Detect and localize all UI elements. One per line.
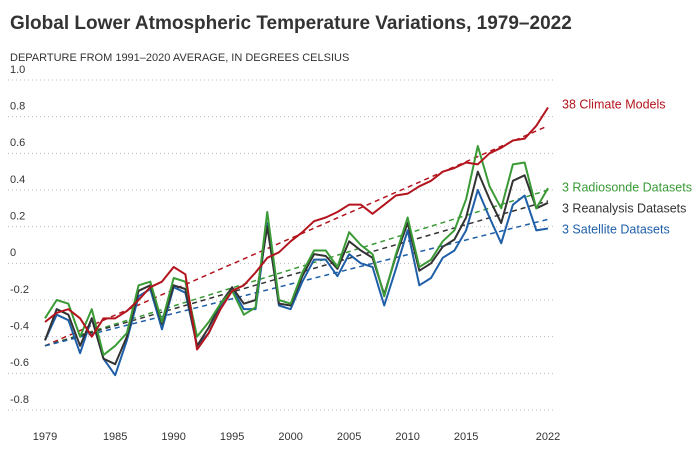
trend-line — [44, 189, 549, 347]
legend-label: 3 Satellite Datasets — [562, 222, 670, 236]
x-tick-label: 1985 — [103, 431, 127, 443]
y-tick-label: -0.6 — [10, 357, 29, 369]
x-tick-label: 2022 — [536, 431, 560, 443]
y-tick-label: 0.6 — [10, 137, 25, 149]
y-tick-label: 0.4 — [10, 174, 25, 186]
chart-title: Global Lower Atmospheric Temperature Var… — [10, 13, 572, 34]
series-line — [44, 145, 549, 356]
y-tick-label: 0 — [10, 247, 16, 259]
x-tick-label: 1995 — [220, 431, 244, 443]
series-line — [44, 189, 549, 377]
x-tick-label: 1990 — [161, 431, 185, 443]
trend-line — [44, 218, 549, 347]
legend-label: 3 Reanalysis Datasets — [562, 201, 686, 215]
y-tick-label: -0.8 — [10, 394, 29, 406]
chart-subtitle: DEPARTURE FROM 1991–2020 AVERAGE, IN DEG… — [10, 52, 349, 64]
trend-line — [44, 200, 549, 347]
y-tick-label: 1.0 — [10, 64, 25, 76]
x-tick-label: 1979 — [33, 431, 57, 443]
y-tick-label: -0.4 — [10, 321, 29, 333]
series-line — [44, 106, 549, 351]
x-tick-label: 2015 — [454, 431, 478, 443]
y-tick-label: 0.2 — [10, 211, 25, 223]
x-tick-label: 2010 — [395, 431, 419, 443]
x-tick-label: 2005 — [337, 431, 361, 443]
y-tick-label: 0.8 — [10, 101, 25, 113]
legend-label: 38 Climate Models — [562, 97, 666, 111]
x-tick-label: 2000 — [278, 431, 302, 443]
legend-label: 3 Radiosonde Datasets — [562, 180, 692, 194]
y-tick-label: -0.2 — [10, 284, 29, 296]
